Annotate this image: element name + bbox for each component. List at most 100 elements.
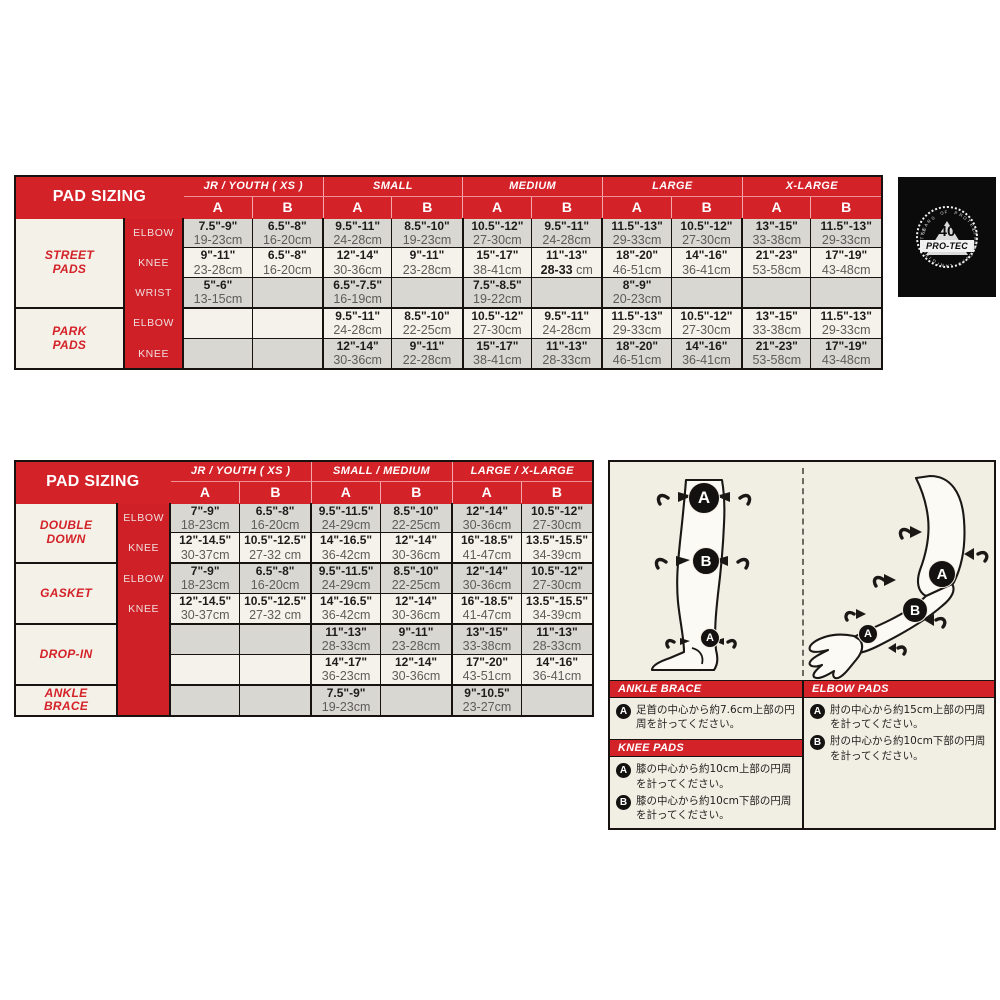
measurement-cell — [239, 654, 313, 686]
table-1-panel: PAD SIZING JR / YOUTH ( XS ) SMALL MEDIU… — [14, 175, 884, 371]
arm-illustration — [808, 474, 989, 680]
table-row: PARK PADS ELBOW 9.5"-11" 24-28cm 8.5"-10" 22-… — [14, 307, 884, 371]
legend-title-ankle-brace: ANKLE BRACE — [610, 680, 802, 698]
measurement-cell: 5"-6" 13-15cm — [182, 277, 253, 309]
measurement-cell: 14"-16.5" 36-42cm — [310, 532, 382, 564]
part-label-cell — [116, 684, 172, 717]
measurement-cell: 21"-23" 53-58cm — [741, 338, 812, 370]
measurement-cell — [530, 277, 604, 309]
measurement-cell: 9"-11" 23-28cm — [182, 247, 253, 279]
measurement-cell: 9"-11" 23-28cm — [380, 623, 454, 656]
part-label-cell: KNEE — [116, 532, 172, 564]
measurement-cell: 16"-18.5" 41-47cm — [451, 532, 522, 564]
legend-title-knee-pads: KNEE PADS — [610, 739, 802, 758]
col-header-b: B — [239, 480, 312, 504]
measurement-cell: 8"-9" 20-23cm — [601, 277, 672, 309]
measurement-cell: 12"-14" 30-36cm — [322, 338, 393, 370]
measurement-cell: 12"-14" 30-36cm — [322, 247, 393, 279]
table-1-title: PAD SIZING — [14, 175, 184, 219]
table-row: KNEE 12"-14.5" 30-37cm 10.5"-12.5" 27-32 cm 1… — [15, 593, 594, 625]
table-row: GASKET ELBOW 7"-9" 18-23cm 6.5"-8" 16-20cm 9.5… — [14, 562, 594, 625]
measurement-cell: 12"-14" 30-36cm — [380, 532, 454, 564]
measurement-cell: 6.5"-7.5" 16-19cm — [322, 277, 393, 309]
measurement-cell: 7"-9" 18-23cm — [169, 562, 241, 595]
measurement-cell: 6.5"-8" 16-20cm — [251, 217, 325, 249]
measurement-cell: 9.5"-11" 24-28cm — [322, 307, 393, 340]
measurement-cell — [520, 683, 594, 717]
size-group-header: MEDIUM — [462, 175, 603, 197]
size-group-header: SMALL / MEDIUM — [310, 460, 453, 482]
measurement-cell: 10.5"-12.5" 27-32 cm — [239, 532, 313, 564]
measurement-cell: 10.5"-12" 27-30cm — [520, 502, 594, 534]
measurement-cell: 9.5"-11.5" 24-29cm — [310, 562, 382, 595]
measurement-cell: 14"-16" 36-41cm — [670, 247, 744, 279]
measurement-cell: 14"-17" 36-23cm — [310, 654, 382, 686]
measurement-cell — [380, 683, 454, 717]
col-header-b: B — [391, 195, 464, 219]
legend-item-text: 足首の中心から約7.6cm上部の円周を計ってください。 — [636, 704, 795, 731]
table-row: DOUBLE DOWN ELBOW 7"-9" 18-23cm 6.5"-8" 16-20c… — [14, 502, 594, 564]
legend-item: A 膝の中心から約10cm上部の円周を計ってください。 — [616, 762, 796, 790]
measurement-cell: 12"-14.5" 30-37cm — [169, 532, 241, 564]
measurement-cell: 15"-17" 38-41cm — [462, 338, 532, 370]
marker-b-icon: B — [616, 794, 631, 810]
table-2-body: DOUBLE DOWN ELBOW 7"-9" 18-23cm 6.5"-8" 16-20c… — [14, 502, 594, 717]
leg-illustration — [650, 478, 752, 672]
measurement-cell: 11.5"-13" 29-33cm — [810, 217, 884, 249]
measurement-cell — [251, 277, 325, 309]
measurement-cell — [239, 623, 313, 656]
legend-title-elbow-pads: ELBOW PADS — [804, 680, 994, 698]
legend-item: B 膝の中心から約10cm下部の円周を計ってください。 — [616, 794, 796, 822]
measurement-cell: 18"-20" 46-51cm — [601, 247, 672, 279]
measurement-cell: 13.5"-15.5" 34-39cm — [520, 532, 594, 564]
measurement-cell: 17"-19" 43-48cm — [810, 247, 884, 279]
part-label-cell: KNEE — [123, 247, 185, 279]
measurement-cell — [169, 683, 241, 717]
pad-sizing-table-street-park: PAD SIZING JR / YOUTH ( XS ) SMALL MEDIU… — [14, 175, 884, 371]
measurement-cell: 10.5"-12" 27-30cm — [670, 217, 744, 249]
measurement-cell: 8.5"-10" 22-25cm — [380, 562, 454, 595]
measurement-cell — [251, 338, 325, 370]
table-row: DROP-IN 11"-13" 28-33cm 9"-11" 23-28cm 13"-1… — [14, 623, 594, 686]
col-header-a: A — [741, 195, 812, 219]
measurement-cell: 11.5"-13" 29-33cm — [601, 217, 672, 249]
part-label-cell: ELBOW — [123, 217, 185, 249]
measurement-cell: 12"-14" 30-36cm — [451, 562, 522, 595]
measurement-cell — [251, 307, 325, 340]
part-label-cell: KNEE — [116, 593, 172, 625]
measurement-diagram-panel: A B A — [608, 460, 996, 830]
measurement-cell: 18"-20" 46-51cm — [601, 338, 672, 370]
measurement-cell: 15"-17" 38-41cm — [462, 247, 532, 279]
col-header-a: A — [601, 195, 672, 219]
arm-marker-b-forearm: B — [902, 597, 928, 623]
marker-a-icon: A — [616, 704, 631, 719]
table-row: 14"-17" 36-23cm 12"-14" 30-36cm 17"-20" 43-51… — [15, 654, 594, 686]
table-row: KNEE 12"-14" 30-36cm 9"-11" 22-28cm 15"-17" 3… — [15, 338, 884, 370]
legend-item: A 足首の中心から約7.6cm上部の円周を計ってください。 — [616, 703, 796, 731]
measurement-cell — [169, 623, 241, 656]
measurement-cell: 10.5"-12" 27-30cm — [462, 307, 532, 340]
measurement-cell — [391, 277, 464, 309]
col-header-b: B — [520, 480, 594, 504]
table-row: WRIST 5"-6" 13-15cm 6.5"-7.5" 16-19cm 7.5"-… — [15, 277, 884, 309]
figure-divider — [802, 468, 804, 676]
arm-marker-a-upper: A — [928, 560, 956, 588]
legend-item-text: 肘の中心から約10cm下部の円周を計ってください。 — [830, 735, 986, 762]
legend-item-text: 膝の中心から約10cm上部の円周を計ってください。 — [636, 763, 792, 790]
measurement-cell: 11"-13" 28-33 cm — [530, 247, 604, 279]
part-label-cell: ELBOW — [116, 562, 172, 595]
col-header-a: A — [182, 195, 253, 219]
size-group-header: JR / YOUTH ( XS ) — [169, 460, 312, 482]
measurement-cell: 13"-15" 33-38cm — [741, 217, 812, 249]
col-header-b: B — [380, 480, 453, 504]
measurement-cell: 14"-16.5" 36-42cm — [310, 593, 382, 625]
part-label-cell — [116, 654, 172, 686]
legend-item: B 肘の中心から約10cm下部の円周を計ってください。 — [810, 734, 988, 762]
product-name-cell: STREET PADS — [14, 217, 125, 309]
product-name-cell: DOUBLE DOWN — [14, 502, 119, 564]
col-header-a: A — [310, 480, 382, 504]
legend-body-elbow-pads: A 肘の中心から約15cm上部の円周を計ってください。 B 肘の中心から約10c… — [804, 698, 994, 771]
